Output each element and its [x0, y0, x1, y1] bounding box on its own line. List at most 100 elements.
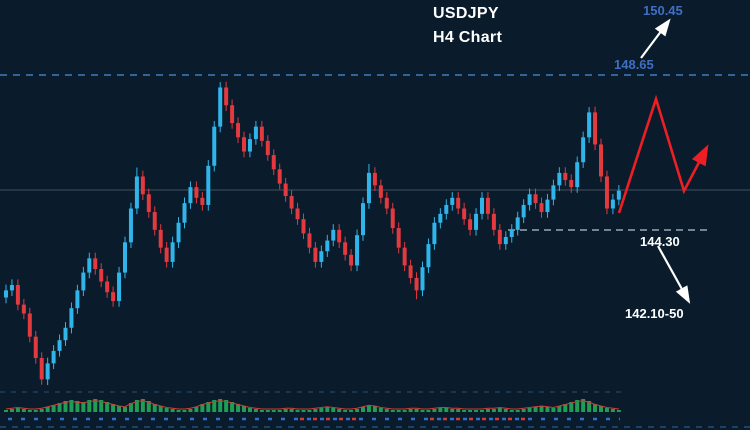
candle-body: [295, 208, 300, 220]
indicator-histogram-bar: [355, 409, 360, 412]
indicator-histogram-bar: [128, 403, 133, 412]
indicator-histogram-bar: [152, 404, 157, 412]
target-high-price-label: 150.45: [643, 3, 683, 18]
candle-body: [372, 172, 377, 186]
indicator-histogram-bar: [533, 407, 538, 412]
indicator-histogram-bar: [81, 402, 86, 412]
indicator-histogram-bar: [587, 401, 592, 412]
indicator-histogram-bar: [610, 409, 615, 412]
indicator-histogram-bar: [99, 400, 104, 412]
indicator-histogram-bar: [236, 404, 241, 412]
indicator-histogram-bar: [581, 399, 586, 412]
candle-body: [521, 204, 526, 218]
indicator-histogram-bar: [4, 410, 8, 412]
candle-body: [140, 176, 145, 195]
candle-body: [4, 290, 8, 298]
indicator-histogram-bar: [497, 408, 502, 412]
candle-body: [426, 244, 431, 268]
candle-body: [224, 87, 229, 106]
candle-body: [9, 285, 14, 291]
candle-body: [21, 304, 26, 314]
indicator-histogram-bar: [593, 404, 598, 412]
candle-body: [27, 313, 32, 337]
indicator-histogram-bar: [188, 409, 193, 412]
indicator-histogram-bar: [468, 410, 473, 412]
indicator-histogram-bar: [378, 408, 383, 412]
candle-body: [87, 258, 92, 273]
indicator-histogram-bar: [51, 405, 56, 412]
indicator-histogram-bar: [33, 410, 38, 412]
candle-body: [253, 126, 258, 140]
candle-body: [230, 105, 235, 124]
candle-body: [307, 233, 312, 248]
indicator-histogram-bar: [396, 410, 401, 412]
candle-body: [176, 222, 181, 243]
indicator-histogram-bar: [343, 410, 348, 412]
indicator-histogram-bar: [247, 408, 252, 412]
downside-target-arrow: [657, 245, 691, 304]
indicator-histogram-bar: [134, 400, 139, 412]
candle-body: [15, 285, 20, 305]
indicator-histogram-bar: [75, 401, 80, 412]
candle-body: [616, 190, 621, 200]
candle-body: [301, 219, 306, 234]
candle-body: [277, 169, 282, 184]
indicator-histogram-bar: [551, 408, 556, 412]
candle-body: [69, 308, 74, 328]
support-price-label: 144.30: [640, 234, 680, 249]
candle-body: [396, 228, 401, 248]
candle-body: [343, 242, 348, 255]
candle-body: [563, 172, 568, 181]
indicator-histogram-bar: [521, 409, 526, 412]
indicator-histogram-bar: [319, 408, 324, 412]
indicator-histogram-bar: [325, 407, 330, 412]
candle-body: [313, 247, 318, 262]
candle-body: [236, 123, 241, 138]
candle-body: [200, 197, 205, 205]
indicator-histogram-bar: [474, 410, 479, 412]
candle-body: [408, 265, 413, 278]
candle-body: [551, 185, 556, 200]
indicator-histogram-bar: [212, 400, 217, 412]
upside-target-arrow: [640, 18, 671, 59]
candle-body: [105, 281, 110, 293]
indicator-histogram-bar: [402, 410, 407, 412]
indicator-histogram-bar: [224, 400, 229, 412]
candle-body: [361, 203, 365, 236]
indicator-histogram-bar: [414, 409, 419, 412]
indicator-histogram-bar: [337, 409, 342, 412]
candle-body: [123, 242, 127, 273]
candle-body: [420, 267, 425, 291]
candle-body: [366, 172, 371, 204]
candle-body: [218, 87, 223, 127]
candle-body: [194, 187, 199, 198]
candle-body: [587, 112, 592, 138]
indicator-histogram-bar: [164, 408, 169, 412]
indicator-histogram-bar: [432, 409, 437, 412]
indicator-histogram-bar: [480, 410, 484, 412]
indicator-histogram-bar: [515, 410, 520, 412]
indicator-histogram-bar: [307, 410, 312, 412]
candle-body: [390, 208, 395, 229]
candlestick-series: [4, 81, 621, 386]
indicator-histogram-bar: [69, 400, 74, 412]
candle-body: [45, 363, 50, 380]
candle-body: [57, 340, 62, 351]
indicator-histogram-bar: [557, 406, 562, 412]
candle-body: [331, 229, 336, 241]
candle-body: [39, 358, 44, 380]
indicator-histogram-bar: [420, 410, 425, 412]
indicator-histogram-bar: [87, 400, 92, 412]
indicator-signal-line: [5, 400, 619, 410]
candle-body: [462, 208, 467, 220]
indicator-histogram-bar: [289, 409, 294, 412]
indicator-histogram-bar: [456, 409, 461, 412]
symbol-title: USDJPY: [433, 5, 499, 22]
indicator-histogram-bar: [545, 407, 550, 412]
candle-body: [593, 112, 598, 145]
candle-body: [527, 194, 532, 205]
candle-body: [93, 258, 98, 270]
indicator-histogram-bar: [123, 407, 127, 412]
